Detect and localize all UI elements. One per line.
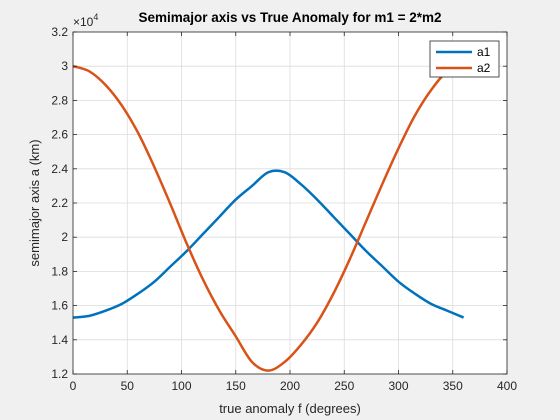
x-tick-label: 0 [70,379,77,393]
y-tick-label: 2 [61,230,68,244]
legend-box [429,40,500,78]
x-tick-label: 300 [388,379,408,393]
x-tick-label: 400 [497,379,517,393]
x-tick-label: 50 [121,379,135,393]
y-axis-label: semimajor axis a (km) [27,139,42,266]
legend: a1 a2 [429,40,500,78]
series-line-a2 [72,64,464,372]
x-axis-label: true anomaly f (degrees) [219,401,361,416]
series-layer [72,64,465,372]
y-tick-label: 2.6 [51,128,68,142]
exponent-base: ×10 [73,15,94,29]
y-tick-label: 3 [61,59,68,73]
x-tick-label: 350 [443,379,463,393]
x-tick-label: 150 [226,379,246,393]
exponent-label: ×104 [73,12,98,29]
y-tick-label: 2.2 [51,196,68,210]
y-tick-label: 2.4 [51,162,68,176]
ticks: 0 50 100 150 200 250 300 350 400 1.2 1.4 1.6 1.8 2 2.2… [51,25,517,393]
y-tick-label: 1.8 [51,264,68,278]
grid [72,31,508,375]
x-tick-label: 200 [280,379,300,393]
y-tick-label: 3.2 [51,25,68,39]
x-tick-label: 100 [171,379,191,393]
y-tick-label: 2.8 [51,93,68,107]
y-tick-label: 1.6 [51,299,68,313]
chart-title: Semimajor axis vs True Anomaly for m1 = … [138,10,441,25]
x-tick-label: 250 [334,379,354,393]
series-line-a1 [72,169,465,319]
y-tick-label: 1.4 [51,333,68,347]
legend-label-a1: a1 [477,45,491,59]
legend-label-a2: a2 [477,61,491,75]
y-tick-label: 1.2 [51,367,68,381]
exponent-power: 4 [93,12,98,22]
